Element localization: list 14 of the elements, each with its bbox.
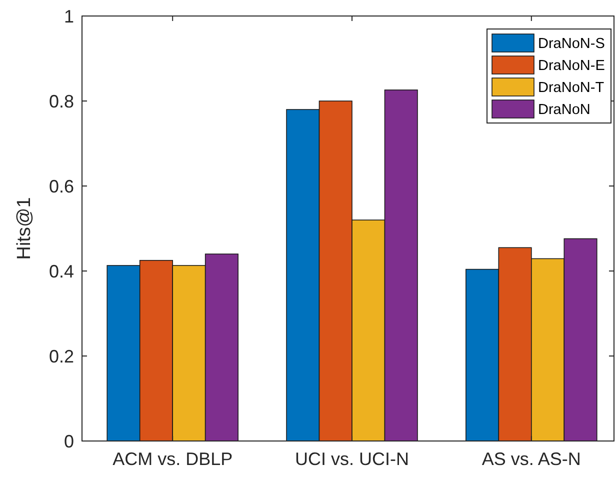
x-tick-label: ACM vs. DBLP (112, 449, 233, 469)
y-tick-label: 0.4 (48, 261, 74, 282)
x-tick-label: UCI vs. UCI-N (295, 449, 409, 469)
x-tick-label: AS vs. AS-N (482, 449, 581, 469)
legend-label: DraNoN-E (538, 58, 606, 74)
y-tick-label: 0.8 (48, 91, 74, 112)
legend-label: DraNoN-T (538, 80, 604, 96)
y-tick-label: 0 (64, 431, 74, 452)
y-axis-title: Hits@1 (14, 197, 35, 260)
y-tick-label: 0.2 (48, 346, 74, 366)
legend-label: DraNoN (538, 102, 590, 118)
legend-label: DraNoN-S (538, 36, 605, 52)
y-tick-label: 0.6 (48, 176, 74, 196)
y-tick-label: 1 (64, 6, 74, 26)
